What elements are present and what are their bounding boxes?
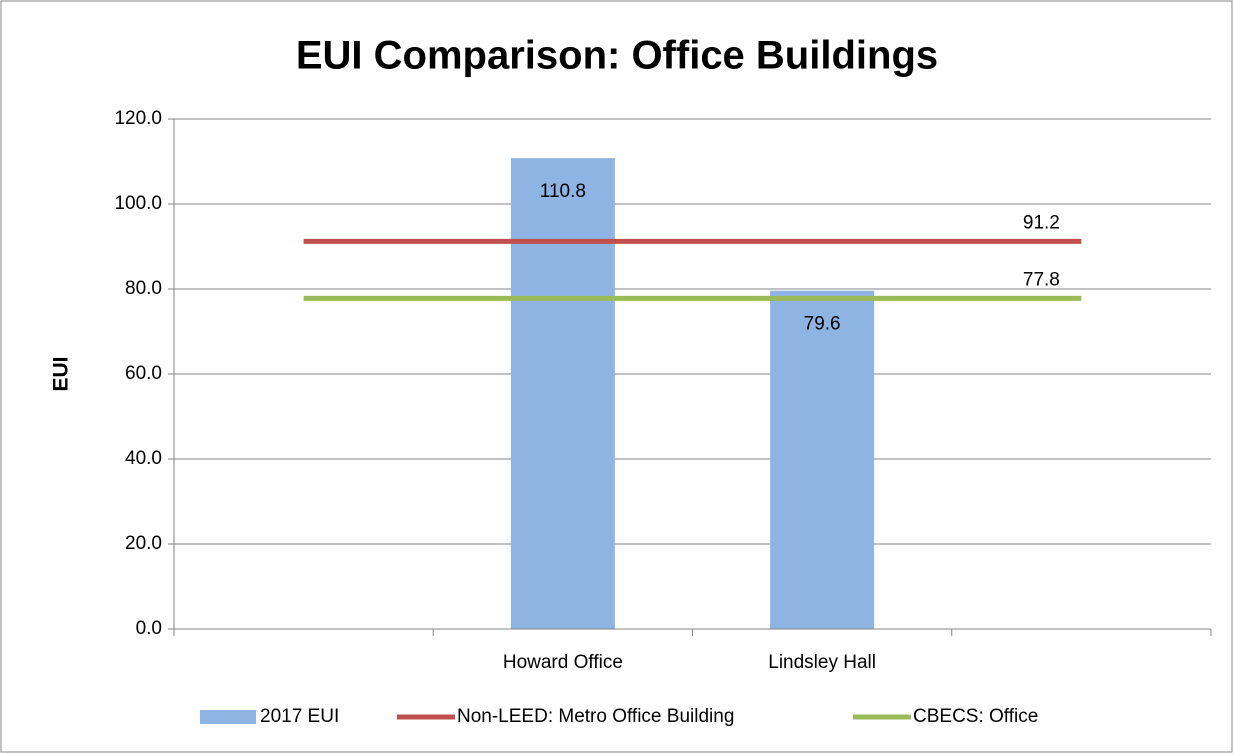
y-tick-label: 60.0 — [125, 363, 162, 384]
y-axis-label: EUI — [50, 356, 73, 391]
data-label: 91.2 — [1023, 212, 1060, 233]
data-label: 77.8 — [1023, 269, 1060, 290]
legend-label: CBECS: Office — [913, 706, 1038, 727]
legend-label: 2017 EUI — [260, 706, 339, 727]
x-tick-label: Lindsley Hall — [768, 652, 876, 673]
bar — [770, 290, 875, 629]
legend-swatch — [200, 710, 256, 724]
y-tick-label: 20.0 — [125, 533, 162, 554]
y-tick-label: 80.0 — [125, 278, 162, 299]
data-label: 110.8 — [540, 181, 586, 202]
y-tick-label: 40.0 — [125, 448, 162, 469]
data-label: 79.6 — [804, 314, 841, 335]
x-tick-label: Howard Office — [503, 652, 623, 673]
y-tick-label: 100.0 — [114, 193, 162, 214]
chart-title: EUI Comparison: Office Buildings — [296, 34, 938, 78]
y-tick-label: 0.0 — [136, 618, 162, 639]
y-tick-label: 120.0 — [114, 108, 162, 129]
bar — [510, 158, 615, 629]
legend-label: Non-LEED: Metro Office Building — [457, 706, 734, 727]
